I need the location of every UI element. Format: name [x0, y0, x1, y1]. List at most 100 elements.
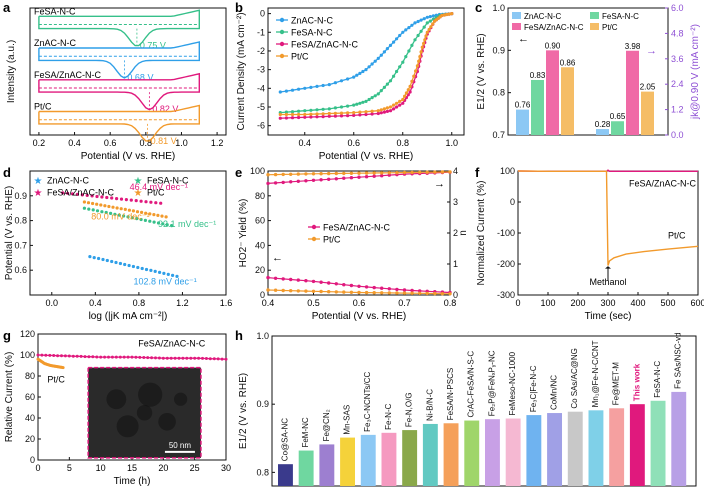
rrde-point	[334, 290, 338, 294]
stability-point	[216, 357, 220, 361]
peak-label: 0.82 V	[152, 104, 178, 114]
tafel-point	[110, 196, 114, 200]
tafel-point	[104, 210, 108, 215]
lsv-point	[427, 27, 431, 32]
comparison-bar-label: FeSA/N-PSCS	[446, 368, 455, 420]
rrde-point	[440, 170, 445, 174]
lsv-point	[315, 84, 319, 88]
rrde-point	[304, 179, 308, 183]
lsv-point	[422, 41, 426, 46]
rrde-point	[402, 170, 407, 175]
y-tick-label: 0.0	[671, 130, 684, 140]
comparison-bar	[464, 420, 480, 486]
tafel-point	[153, 269, 157, 273]
x-tick-label: 0	[35, 463, 40, 473]
lsv-point	[423, 38, 427, 42]
tafel-point	[115, 206, 119, 210]
lsv-point	[431, 22, 435, 26]
lsv-point	[339, 105, 344, 109]
comparison-bar	[298, 450, 314, 486]
lsv-point	[376, 111, 380, 116]
legend-marker: ★	[134, 176, 143, 187]
x-tick-label: 0.5	[307, 298, 320, 308]
x-tick-label: 400	[630, 298, 645, 308]
lsv-point	[425, 30, 429, 34]
left-axis-arrow: ←	[518, 33, 529, 45]
x-tick-label: 1.2	[211, 138, 224, 148]
legend-marker	[279, 53, 285, 59]
panel-h-chart: h 0.8 0.9 1.0 E1/2 (V vs. RHE) Co@SA-NC FeM-NC…	[235, 328, 697, 487]
legend-label: FeSA/ZnAC-N-C	[291, 40, 359, 50]
rrde-point	[433, 170, 437, 174]
stability-point	[193, 356, 197, 360]
bar-label: 0.65	[610, 112, 626, 121]
rrde-point	[334, 177, 338, 181]
lsv-point	[445, 12, 449, 17]
stability-point	[114, 355, 118, 359]
legend-label: ZnAC-N-C	[291, 16, 333, 26]
rrde-point	[311, 172, 316, 176]
rrde-point	[296, 278, 300, 282]
panel-g-chart: g 0 5 10 15 20 25 30 0 20 40 60 80 100 120 Relative Cur…	[3, 328, 231, 487]
lsv-point	[404, 55, 408, 59]
lsv-point	[388, 105, 393, 109]
lsv-point	[422, 25, 426, 29]
stability-point	[44, 353, 48, 357]
stability-point	[71, 354, 75, 358]
comparison-bar-label: FeM-NC	[301, 417, 310, 447]
x-tick-label: 0.4	[68, 138, 81, 148]
lsv-point	[303, 112, 307, 117]
lsv-point	[419, 29, 423, 33]
comparison-bar	[278, 464, 293, 486]
y-tick-label: 3.6	[671, 54, 684, 64]
lsv-point	[395, 37, 399, 41]
curve-label: Pt/C	[34, 102, 52, 112]
rrde-point	[448, 292, 452, 296]
tafel-point	[85, 193, 89, 197]
lsv-point	[420, 45, 424, 49]
rrde-point	[387, 287, 391, 291]
lsv-point	[352, 111, 356, 115]
lsv-point	[367, 65, 371, 69]
y-tick-label: 1.0	[256, 331, 269, 341]
y-tick-label: 80	[255, 191, 265, 201]
tafel-point	[127, 263, 131, 268]
stability-point	[146, 356, 150, 360]
tafel-slope-label: 46.4 mV dec⁻¹	[130, 182, 188, 192]
lsv-point	[403, 94, 407, 98]
rrde-point	[273, 276, 278, 280]
lsv-point	[392, 74, 396, 78]
y-axis-label: Intensity (a.u.)	[6, 40, 17, 103]
legend-swatch	[590, 12, 599, 19]
legend-label: ZnAC-N-C	[47, 176, 89, 186]
rrde-point	[319, 289, 323, 294]
lsv-point	[297, 115, 301, 120]
rrde-point	[319, 178, 323, 182]
panel-letter: c	[475, 0, 482, 15]
tafel-point	[97, 256, 101, 261]
series-label: FeSA/ZnAC-N-C	[629, 179, 697, 189]
legend-marker	[279, 29, 285, 35]
comparison-bar-label: FeSA-N-C	[653, 361, 662, 398]
methanol-label: Methanol	[589, 277, 626, 287]
lsv-point	[309, 85, 313, 89]
stability-point	[95, 355, 99, 359]
tafel-slope-label: 92.1 mV dec⁻¹	[158, 219, 216, 229]
lsv-point	[408, 84, 412, 88]
rrde-point	[273, 288, 278, 292]
tafel-point	[100, 210, 104, 214]
rrde-point	[327, 281, 331, 285]
lsv-point	[382, 110, 386, 114]
lsv-point	[416, 19, 420, 24]
lsv-point	[361, 69, 365, 74]
peak-label: 0.75 V	[140, 41, 166, 51]
legend-label: FeSA-N-C	[147, 176, 189, 186]
lsv-point	[379, 108, 383, 112]
stability-point	[99, 355, 103, 359]
tafel-point	[103, 204, 107, 208]
x-axis-label: Potential (V vs. RHE)	[319, 151, 413, 162]
rrde-point	[357, 175, 361, 179]
lsv-point	[401, 30, 405, 34]
lsv-point	[278, 116, 282, 120]
lsv-point	[385, 106, 389, 110]
